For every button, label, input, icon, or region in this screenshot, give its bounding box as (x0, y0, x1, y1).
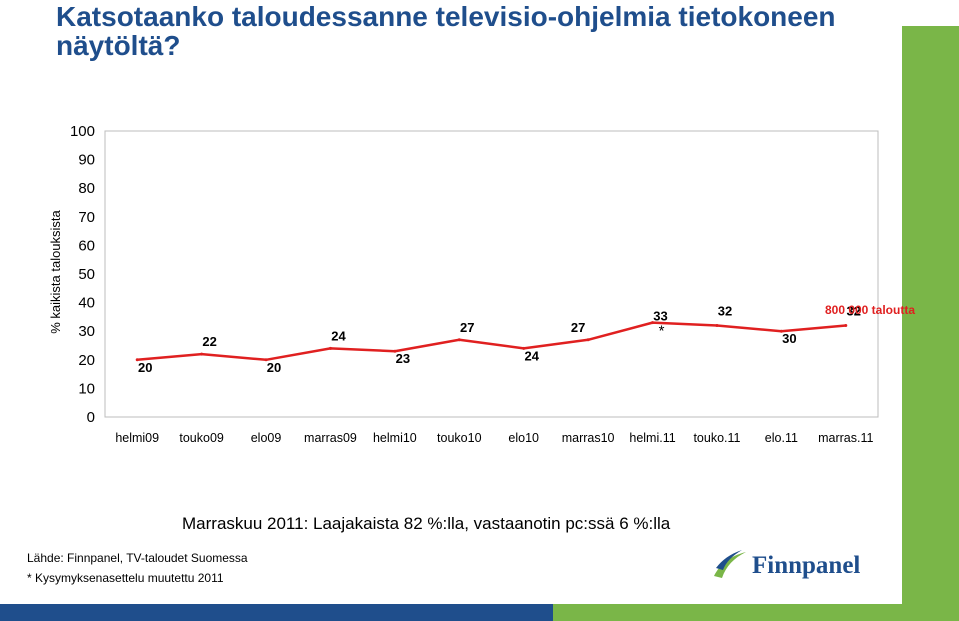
x-tick-label: elo10 (508, 431, 539, 445)
data-label: 22 (202, 334, 216, 349)
data-point (393, 349, 397, 353)
y-axis-label: % kaikista talouksista (48, 209, 63, 333)
data-label: 32 (718, 303, 732, 318)
x-tick-labels: helmi09 touko09 elo09 marras09 helmi10 touko1… (115, 431, 873, 445)
series-line-group (135, 321, 848, 362)
x-tick-label: helmi09 (115, 431, 159, 445)
x-tick-label: marras10 (562, 431, 615, 445)
data-point (715, 323, 719, 327)
data-point (264, 358, 268, 362)
data-point (328, 346, 332, 350)
x-tick-label: touko.11 (693, 431, 740, 445)
data-label: 32 (847, 303, 861, 318)
x-tick-label: elo.11 (765, 431, 798, 445)
bottom-band (0, 604, 959, 621)
data-label: 24 (331, 328, 346, 343)
x-tick-label: marras.11 (818, 431, 873, 445)
x-tick-label: helmi10 (373, 431, 417, 445)
data-label: 27 (460, 320, 474, 335)
data-point (651, 321, 655, 325)
data-point (200, 352, 204, 356)
y-tick-label: 100 (70, 123, 95, 140)
data-point (844, 323, 848, 327)
data-label: 20 (138, 360, 152, 375)
x-tick-label: touko10 (437, 431, 482, 445)
series-line (137, 321, 846, 362)
data-point (457, 338, 461, 342)
x-tick-label: elo09 (251, 431, 282, 445)
data-label: 30 (782, 331, 796, 346)
source-text: Lähde: Finnpanel, TV-taloudet Suomessa (27, 551, 248, 565)
annotation-households: 800 000 taloutta (825, 303, 915, 317)
x-tick-label: touko09 (179, 431, 224, 445)
y-tick-label: 10 (78, 380, 95, 397)
y-tick-label: 0 (87, 409, 95, 426)
y-tick-label: 60 (78, 237, 95, 254)
data-label: 23 (396, 351, 410, 366)
data-label: 24 (524, 348, 539, 363)
plot-area-frame (104, 130, 879, 418)
data-label: 33 (653, 309, 667, 324)
y-tick-label: 20 (78, 352, 95, 369)
y-axis-label-group: % kaikista talouksista (48, 209, 63, 333)
x-tick-label: helmi.11 (629, 431, 675, 445)
data-label: 27 (571, 320, 585, 335)
line-chart: % kaikista talouksista 0 10 20 30 40 50 60 70 80… (48, 123, 915, 445)
data-point (779, 329, 783, 333)
data-labels: 20 22 20 24 23 27 24 27 33* 32 30 32 (138, 303, 861, 374)
data-point (135, 358, 139, 362)
footnote-text: * Kysymyksenasettelu muutettu 2011 (27, 571, 224, 585)
y-tick-label: 90 (78, 152, 95, 169)
finnpanel-logo-text: Finnpanel (752, 552, 861, 579)
y-tick-label: 70 (78, 209, 95, 226)
finnpanel-swoosh-icon (714, 550, 746, 578)
revised-question-marker: * (659, 323, 665, 340)
y-tick-label: 40 (78, 295, 95, 312)
y-tick-labels: 0 10 20 30 40 50 60 70 80 90 100 (70, 123, 95, 426)
page-title: Katsotaanko taloudessanne televisio-ohje… (56, 1, 836, 61)
bottom-band-green (553, 604, 959, 621)
data-point (586, 338, 590, 342)
y-tick-label: 30 (78, 323, 95, 340)
data-point (522, 346, 526, 350)
data-label: 20 (267, 360, 281, 375)
x-tick-label: marras09 (304, 431, 357, 445)
y-tick-label: 50 (78, 266, 95, 283)
green-side-bar (902, 26, 959, 604)
broadband-note: Marraskuu 2011: Laajakaista 82 %:lla, va… (182, 514, 671, 533)
y-tick-label: 80 (78, 180, 95, 197)
finnpanel-logo: Finnpanel (712, 546, 872, 586)
